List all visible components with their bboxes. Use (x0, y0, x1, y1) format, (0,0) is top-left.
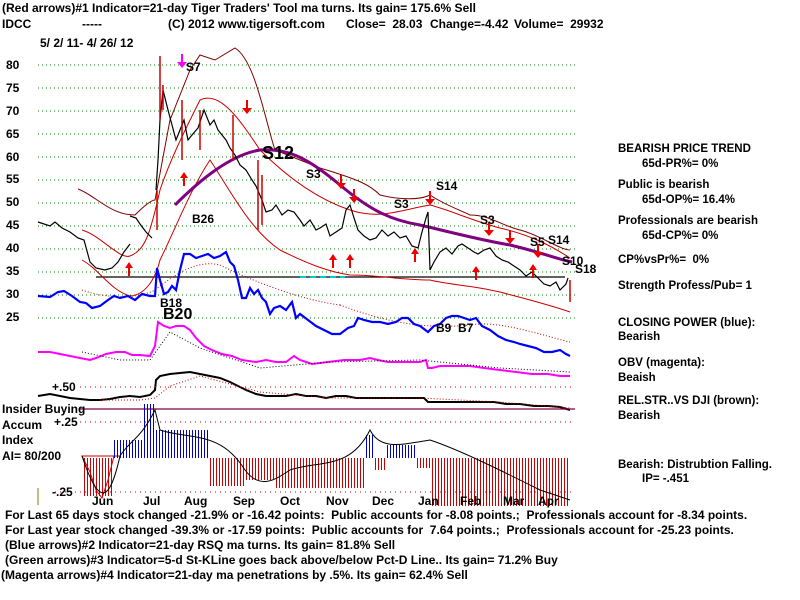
y-tick-50: 50 (6, 195, 20, 209)
label-plus50: +.50 (52, 380, 76, 394)
public-status: Public is bearish (618, 179, 710, 191)
y-tick-65: 65 (6, 127, 20, 141)
outer-band (77, 47, 571, 251)
y-tick-75: 75 (6, 81, 20, 95)
label-ai: AI= 80/200 (2, 449, 62, 463)
signal-s3c: S3 (480, 213, 495, 227)
month-sep: Sep (233, 494, 256, 508)
change-value: Change=-4.42 (430, 17, 509, 31)
price-grid (38, 64, 575, 319)
signal-s3b: S3 (394, 197, 409, 211)
y-tick-60: 60 (6, 150, 20, 164)
cp-vs-pr: CP%vsPr%= 0% (618, 254, 710, 266)
signal-b18: B18 (160, 296, 183, 310)
signal-s12: S12 (262, 143, 295, 163)
y-tick-40: 40 (6, 241, 20, 255)
date-range: 5/ 2/ 11- 4/ 26/ 12 (40, 36, 134, 50)
signal-s7: S7 (186, 60, 201, 74)
label-plus25: +.25 (54, 415, 78, 429)
footer-indicator-4: (Magenta arrows)#4 Indicator=21-day ma p… (1, 568, 468, 582)
pr-value: 65d-PR%= 0% (642, 158, 719, 170)
lower-band (81, 159, 571, 313)
signal-b9: B9 (436, 321, 452, 335)
signal-s3a: S3 (306, 167, 321, 181)
y-tick-45: 45 (6, 218, 20, 232)
signal-s5: S5 (530, 235, 545, 249)
red-arrows (125, 100, 543, 280)
professionals-status: Professionals are bearish (618, 215, 758, 227)
ip-value: IP= -.451 (642, 473, 689, 485)
y-tick-30: 30 (6, 287, 20, 301)
footer-year: For Last year stock changed -39.3% or -1… (5, 523, 734, 537)
month-jan: Jan (418, 494, 439, 508)
label-accum: Accum (2, 418, 43, 432)
closing-power-value: Bearish (618, 331, 661, 343)
month-mar: Mar (503, 494, 525, 508)
cp-value: 65d-CP%= 0% (642, 230, 719, 242)
month-oct: Oct (280, 494, 301, 508)
accum-index-bars (82, 404, 570, 506)
y-tick-35: 35 (6, 264, 20, 278)
closing-power-line (37, 250, 571, 357)
relstr-value: Bearish (618, 410, 661, 422)
signal-s14b: S14 (548, 233, 570, 247)
relstr-line (37, 370, 571, 411)
footer-indicator-2: (Blue arrows)#2 Indicator=21-day RSQ ma … (5, 538, 396, 552)
signal-b7: B7 (458, 321, 474, 335)
indicator-1-text: (Red arrows)#1 Indicator=21-day Tiger Tr… (2, 1, 476, 15)
month-apr: Apr (538, 494, 559, 508)
op-value: 65d-OP%= 16.4% (642, 194, 736, 206)
signal-s10: S10 (562, 254, 584, 268)
ma-purple (173, 148, 573, 264)
obv-label: OBV (magenta): (618, 357, 705, 369)
month-feb: Feb (460, 494, 482, 508)
upper-band (81, 97, 571, 259)
month-dec: Dec (372, 494, 395, 508)
month-jul: Jul (143, 494, 161, 508)
y-tick-70: 70 (6, 104, 20, 118)
signal-b26: B26 (192, 212, 215, 226)
footer-65day: For Last 65 days stock changed -21.9% or… (5, 508, 748, 522)
month-nov: Nov (326, 494, 349, 508)
y-tick-55: 55 (6, 172, 20, 186)
relstr-label: REL.STR..VS DJI (brown): (618, 395, 760, 407)
closing-power-label: CLOSING POWER (blue): (618, 317, 756, 329)
month-jun: Jun (92, 494, 114, 508)
label-insider-buying: Insider Buying (2, 402, 86, 416)
ai-status: Bearish: Distrubtion Falling. (618, 459, 772, 471)
trend-title: BEARISH PRICE TREND (618, 143, 751, 155)
ticker-dashes: ----- (82, 17, 102, 31)
obv-value: Beaish (618, 372, 656, 384)
close-value: Close= 28.03 (346, 17, 423, 31)
signal-s18: S18 (575, 262, 597, 276)
y-tick-80: 80 (6, 58, 20, 72)
label-minus25: -.25 (52, 485, 73, 499)
month-aug: Aug (184, 494, 208, 508)
label-index: Index (2, 433, 34, 447)
footer-indicator-3: (Green arrows)#3 Indicator=5-d St-KLine … (5, 553, 558, 567)
copyright: (C) 2012 www.tigersoft.com (168, 17, 325, 31)
strength-ratio: Strength Profess/Pub= 1 (618, 280, 752, 292)
signal-b20: B20 (163, 306, 193, 323)
ticker: IDCC (2, 17, 32, 31)
y-tick-25: 25 (6, 310, 20, 324)
price-bars (37, 89, 569, 292)
volume-value: Volume= 29932 (514, 17, 604, 31)
obv-line (38, 320, 570, 377)
signal-s14a: S14 (436, 179, 458, 193)
